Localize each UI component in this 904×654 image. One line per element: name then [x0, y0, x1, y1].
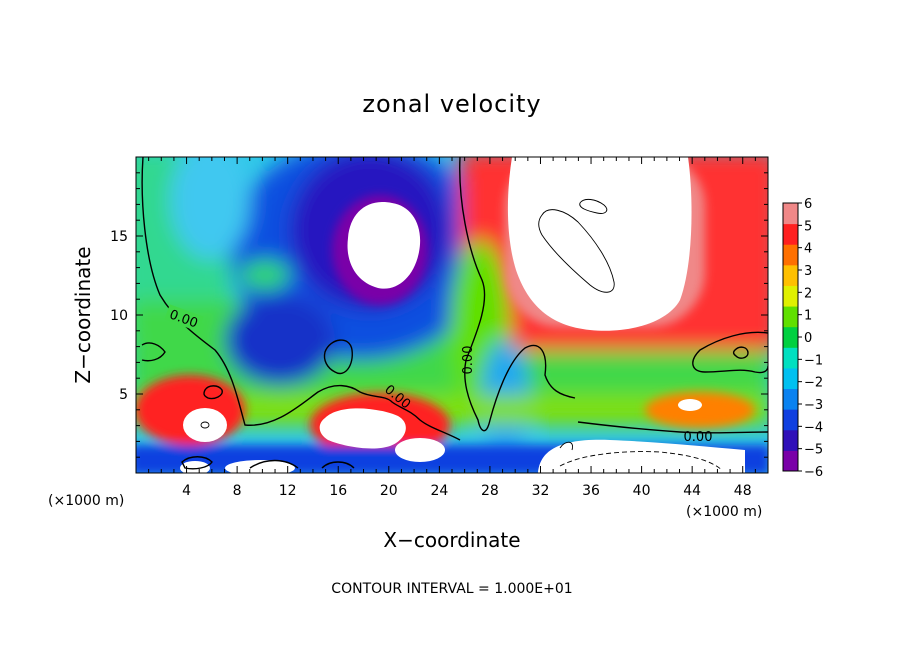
contour-loop-e — [732, 346, 749, 359]
saturated-blob-f — [180, 461, 210, 473]
x-tick-label: 8 — [233, 483, 242, 499]
colorbar-swatch — [783, 450, 798, 472]
x-axis: 4 8 12 16 20 24 28 32 36 40 44 48 — [148, 157, 756, 499]
y-axis: 5 10 15 — [110, 172, 768, 458]
x-tick-label: 40 — [633, 483, 651, 499]
x-unit-right: (×1000 m) — [686, 504, 762, 520]
contour-label-4: 0.00 — [684, 430, 713, 445]
x-tick-label: 4 — [182, 483, 191, 499]
x-tick-label: 36 — [582, 483, 600, 499]
y-tick-label: 10 — [110, 308, 128, 324]
contour-inner-small — [579, 198, 608, 214]
colorbar-tick-label: −4 — [804, 420, 823, 435]
contour-lines-thin — [200, 198, 615, 451]
contour-zero-east — [692, 331, 768, 374]
contour-interval-note: CONTOUR INTERVAL = 1.000E+01 — [331, 581, 572, 597]
field-green-patch — [240, 260, 290, 290]
x-tick-label: 20 — [380, 483, 398, 499]
colorbar-tick-label: −3 — [804, 398, 823, 413]
colorbar-tick-label: −5 — [804, 443, 823, 458]
colorbar-swatch — [783, 264, 798, 286]
saturated-blob-b — [319, 408, 406, 449]
heatmap-field: 0.00 0.00 0.00 0.00 — [136, 157, 768, 473]
colorbar-ticks: 6 5 4 3 2 1 0 −1 −2 −3 −4 −5 −6 — [798, 197, 823, 480]
saturated-floor — [538, 439, 745, 473]
saturated-blob-d — [225, 460, 295, 473]
contour-inner-dot — [200, 421, 210, 429]
contour-zero-channel — [459, 157, 576, 432]
colorbar-tick-label: 1 — [804, 309, 812, 324]
contour-loop-b — [203, 385, 223, 400]
colorbar-swatch — [783, 388, 798, 410]
colorbar — [782, 202, 799, 472]
contour-lines — [141, 157, 768, 470]
colorbar-swatch — [783, 306, 798, 328]
colorbar-swatch — [783, 326, 798, 348]
colorbar-tick-label: 2 — [804, 286, 812, 301]
saturated-top-left — [347, 201, 421, 289]
x-tick-label: 28 — [481, 483, 499, 499]
contour-inner-floor — [559, 441, 573, 451]
saturated-blob-e — [678, 399, 702, 411]
colorbar-swatch — [783, 244, 798, 266]
colorbar-tick-label: 5 — [804, 219, 812, 234]
y-tick-label: 5 — [119, 387, 128, 403]
contour-zero-west — [141, 157, 461, 441]
contour-label-2: 0.00 — [461, 346, 476, 375]
colorbar-swatch — [783, 429, 798, 451]
colorbar-swatch — [783, 285, 798, 307]
colorbar-tick-label: −1 — [804, 353, 823, 368]
contour-loop-g — [181, 456, 213, 470]
saturated-blob-c — [395, 438, 445, 462]
x-unit-left: (×1000 m) — [48, 493, 124, 509]
field-cyan-patch — [170, 157, 250, 260]
colorbar-tick-label: 6 — [804, 197, 812, 212]
colorbar-tick-label: 0 — [804, 331, 812, 346]
x-tick-label: 48 — [734, 483, 752, 499]
x-tick-label: 12 — [279, 483, 297, 499]
colorbar-tick-label: −6 — [804, 465, 823, 480]
x-tick-label: 24 — [430, 483, 448, 499]
colorbar-tick-label: −2 — [804, 376, 823, 391]
contour-loop-f — [141, 342, 166, 362]
contour-label-bg-1 — [164, 304, 204, 332]
field-blue-low — [225, 295, 335, 385]
y-axis-label: Z−coordinate — [71, 246, 95, 383]
colorbar-swatch — [783, 223, 798, 245]
y-tick-label: 15 — [110, 229, 128, 245]
x-axis-label: X−coordinate — [383, 528, 520, 552]
field-orange-right — [645, 392, 755, 428]
contour-loop-d — [321, 461, 355, 469]
contour-zero-floor — [577, 421, 768, 434]
contour-inner-right — [538, 209, 615, 293]
colorbar-swatch — [783, 347, 798, 369]
saturated-blob-a — [183, 408, 227, 442]
colorbar-tick-label: 4 — [804, 242, 812, 257]
colorbar-swatch — [783, 203, 798, 225]
contour-loop-c — [249, 459, 299, 469]
colorbar-swatch — [783, 367, 798, 390]
x-tick-label: 44 — [683, 483, 701, 499]
saturated-top-right — [507, 157, 692, 331]
x-tick-label: 32 — [532, 483, 550, 499]
colorbar-swatch — [783, 409, 798, 431]
chart-title: zonal velocity — [362, 90, 541, 118]
x-tick-label: 16 — [329, 483, 347, 499]
colorbar-tick-label: 3 — [804, 264, 812, 279]
contour-loop-a — [323, 339, 353, 375]
